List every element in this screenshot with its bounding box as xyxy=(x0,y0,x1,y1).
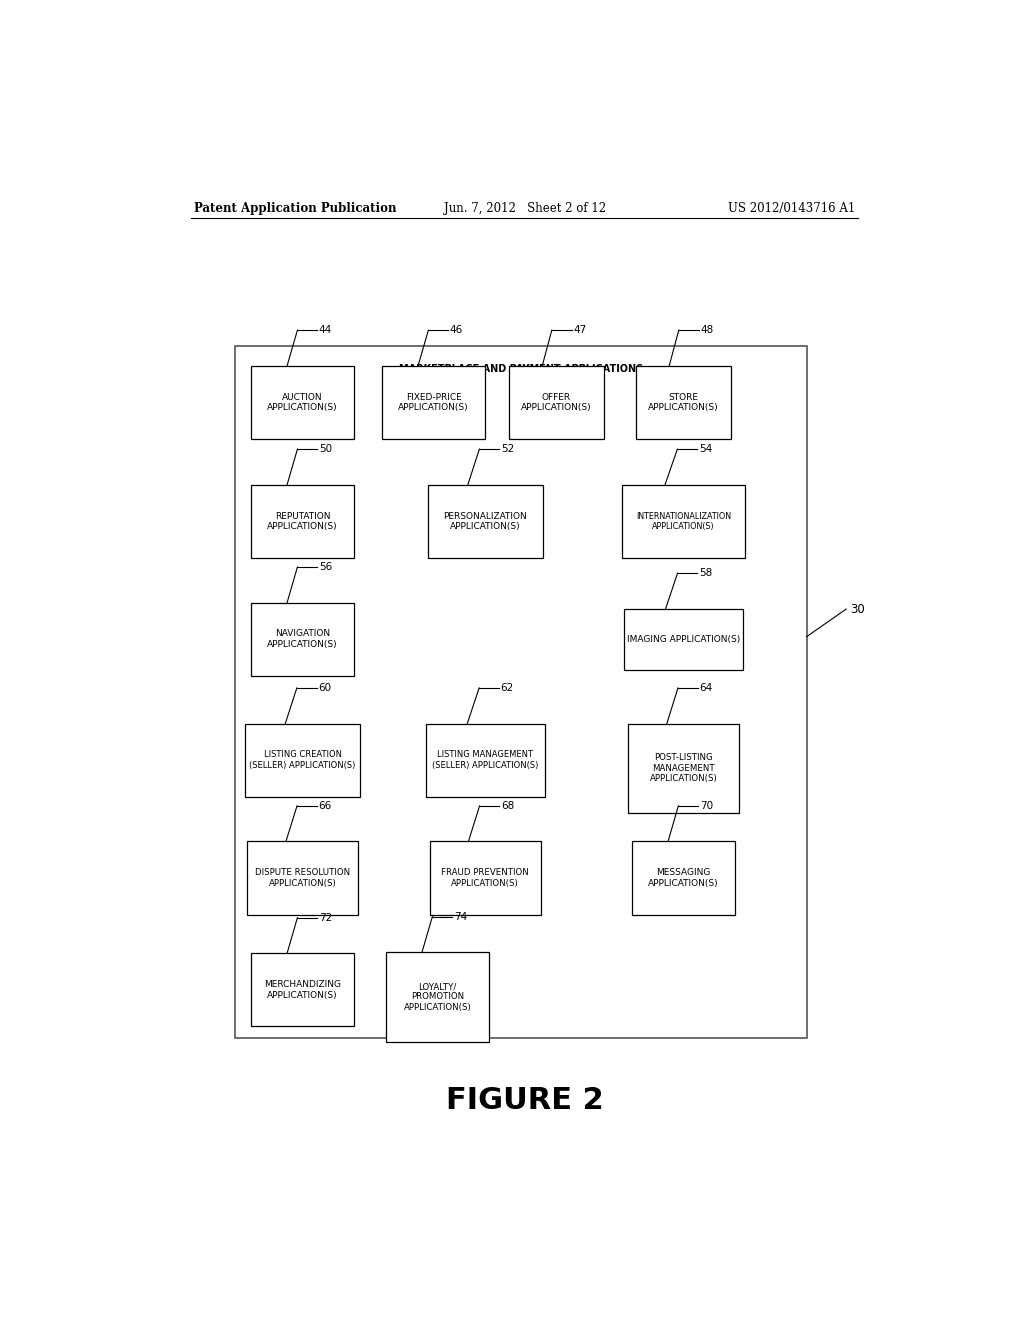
Text: Jun. 7, 2012   Sheet 2 of 12: Jun. 7, 2012 Sheet 2 of 12 xyxy=(443,202,606,215)
Bar xyxy=(247,841,358,915)
Bar xyxy=(426,723,545,797)
Bar xyxy=(430,841,541,915)
Text: US 2012/0143716 A1: US 2012/0143716 A1 xyxy=(728,202,856,215)
Text: 66: 66 xyxy=(318,801,332,810)
Text: 54: 54 xyxy=(698,444,712,454)
Bar xyxy=(251,484,354,558)
Bar xyxy=(382,366,485,440)
Bar xyxy=(622,484,745,558)
Text: FIGURE 2: FIGURE 2 xyxy=(445,1086,604,1115)
Text: PERSONALIZATION
APPLICATION(S): PERSONALIZATION APPLICATION(S) xyxy=(443,512,527,531)
Bar xyxy=(632,841,735,915)
Text: 68: 68 xyxy=(501,801,514,810)
Text: Patent Application Publication: Patent Application Publication xyxy=(194,202,396,215)
Text: MERCHANDIZING
APPLICATION(S): MERCHANDIZING APPLICATION(S) xyxy=(264,981,341,999)
Text: 44: 44 xyxy=(318,325,332,335)
Text: OFFER
APPLICATION(S): OFFER APPLICATION(S) xyxy=(521,392,592,412)
Bar xyxy=(628,723,739,813)
Text: STORE
APPLICATION(S): STORE APPLICATION(S) xyxy=(648,392,719,412)
Text: MESSAGING
APPLICATION(S): MESSAGING APPLICATION(S) xyxy=(648,869,719,888)
Bar xyxy=(624,609,743,669)
Text: DISPUTE RESOLUTION
APPLICATION(S): DISPUTE RESOLUTION APPLICATION(S) xyxy=(255,869,350,888)
Text: 30: 30 xyxy=(850,602,865,615)
Bar xyxy=(251,366,354,440)
Bar xyxy=(251,953,354,1027)
Bar xyxy=(509,366,604,440)
Text: FIXED-PRICE
APPLICATION(S): FIXED-PRICE APPLICATION(S) xyxy=(398,392,469,412)
Text: 60: 60 xyxy=(318,682,332,693)
Bar xyxy=(236,346,807,1038)
Text: FRAUD PREVENTION
APPLICATION(S): FRAUD PREVENTION APPLICATION(S) xyxy=(441,869,529,888)
Text: MARKETPLACE AND PAYMENT APPLICATIONS: MARKETPLACE AND PAYMENT APPLICATIONS xyxy=(398,364,643,374)
Text: 48: 48 xyxy=(700,325,714,335)
Text: IMAGING APPLICATION(S): IMAGING APPLICATION(S) xyxy=(627,635,740,644)
Text: 74: 74 xyxy=(454,912,467,921)
Bar xyxy=(251,602,354,676)
Text: 46: 46 xyxy=(450,325,463,335)
Text: 62: 62 xyxy=(501,682,514,693)
Bar xyxy=(245,723,360,797)
Text: 50: 50 xyxy=(318,444,332,454)
Text: LISTING CREATION
(SELLER) APPLICATION(S): LISTING CREATION (SELLER) APPLICATION(S) xyxy=(250,750,355,770)
Text: LISTING MANAGEMENT
(SELLER) APPLICATION(S): LISTING MANAGEMENT (SELLER) APPLICATION(… xyxy=(432,750,539,770)
Text: INTERNATIONALIZATION
APPLICATION(S): INTERNATIONALIZATION APPLICATION(S) xyxy=(636,512,731,531)
Text: POST-LISTING
MANAGEMENT
APPLICATION(S): POST-LISTING MANAGEMENT APPLICATION(S) xyxy=(649,754,718,783)
Text: 64: 64 xyxy=(699,682,713,693)
Text: 52: 52 xyxy=(501,444,514,454)
Text: REPUTATION
APPLICATION(S): REPUTATION APPLICATION(S) xyxy=(267,512,338,531)
Bar xyxy=(428,484,543,558)
Bar xyxy=(386,952,489,1041)
Text: 72: 72 xyxy=(318,912,332,923)
Text: 56: 56 xyxy=(318,562,332,572)
Text: NAVIGATION
APPLICATION(S): NAVIGATION APPLICATION(S) xyxy=(267,630,338,649)
Text: 47: 47 xyxy=(573,325,587,335)
Text: AUCTION
APPLICATION(S): AUCTION APPLICATION(S) xyxy=(267,392,338,412)
Text: 70: 70 xyxy=(699,801,713,810)
Text: 58: 58 xyxy=(699,568,713,578)
Bar xyxy=(636,366,731,440)
Text: LOYALTY/
PROMOTION
APPLICATION(S): LOYALTY/ PROMOTION APPLICATION(S) xyxy=(403,982,471,1012)
